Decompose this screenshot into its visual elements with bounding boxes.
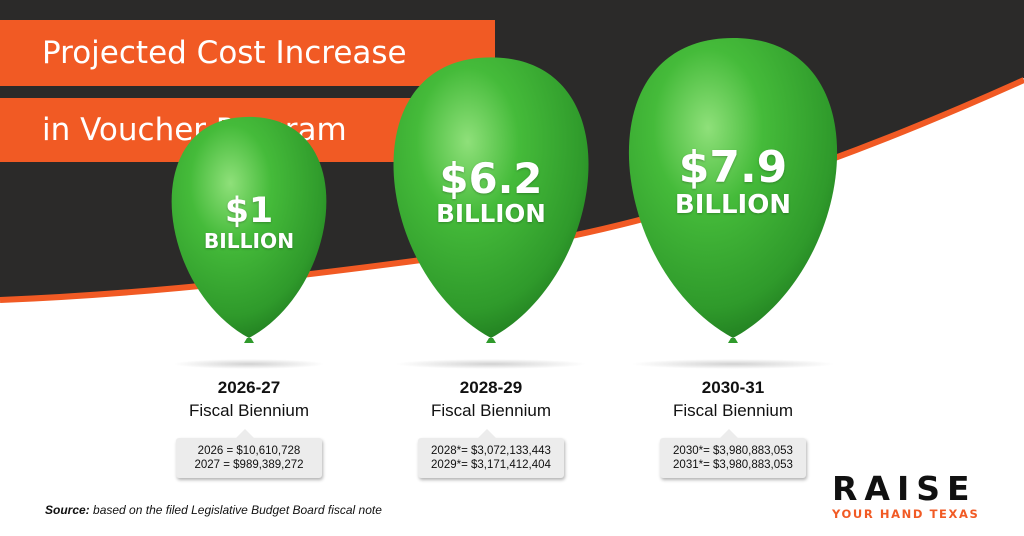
- value-label: $6.2 BILLION: [391, 158, 591, 226]
- raise-your-hand-texas-logo: RAISE YOUR HAND TEXAS: [832, 472, 979, 521]
- logo-tagline: YOUR HAND TEXAS: [832, 507, 980, 521]
- biennium-sublabel: Fiscal Biennium: [673, 401, 793, 420]
- year-cost: 2026 = $10,610,728: [197, 445, 301, 457]
- period-label: 2028-29 Fiscal Biennium: [391, 378, 591, 421]
- amount: $1: [224, 191, 274, 232]
- amount: $6.2: [439, 154, 543, 204]
- balloon-2030-31: [628, 38, 838, 338]
- annual-cost-callout: 2030*= $3,980,883,053 2031*= $3,980,883,0…: [660, 429, 806, 478]
- balloon-shadow: [173, 359, 325, 369]
- unit: BILLION: [674, 190, 792, 221]
- balloon-knot: [486, 338, 496, 343]
- value-label: $1 BILLION: [149, 194, 349, 251]
- period-label: 2030-31 Fiscal Biennium: [633, 378, 833, 421]
- biennium-years: 2026-27: [217, 378, 281, 397]
- annual-cost-callout: 2028*= $3,072,133,443 2029*= $3,171,412,4…: [418, 429, 564, 478]
- biennium-sublabel: Fiscal Biennium: [189, 401, 309, 420]
- biennium-years: 2028-29: [459, 378, 523, 397]
- period-label: 2026-27 Fiscal Biennium: [149, 378, 349, 421]
- logo-main: RAISE: [832, 469, 977, 508]
- balloon-shadow: [631, 359, 835, 369]
- year-cost: 2031*= $3,980,883,053: [673, 459, 793, 471]
- biennium-years: 2030-31: [701, 378, 765, 397]
- balloon-shadow: [395, 359, 587, 369]
- unit: BILLION: [203, 229, 295, 254]
- balloon-2028-29: [393, 57, 589, 338]
- year-cost: 2027 = $989,389,272: [194, 459, 304, 471]
- source-text: based on the filed Legislative Budget Bo…: [89, 503, 382, 517]
- annual-cost-callout: 2026 = $10,610,728 2027 = $989,389,272: [176, 429, 322, 478]
- biennium-sublabel: Fiscal Biennium: [431, 401, 551, 420]
- year-cost: 2029*= $3,171,412,404: [431, 459, 551, 471]
- year-cost: 2030*= $3,980,883,053: [673, 445, 793, 457]
- balloon-2026-27: [171, 116, 327, 338]
- balloon-knot: [244, 338, 254, 343]
- value-label: $7.9 BILLION: [633, 142, 833, 221]
- balloon-knot: [728, 338, 738, 343]
- amount: $7.9: [678, 142, 788, 194]
- source-note: Source: based on the filed Legislative B…: [45, 503, 382, 517]
- source-label: Source:: [45, 503, 90, 517]
- unit: BILLION: [436, 198, 546, 228]
- title-line-1: Projected Cost Increase: [0, 20, 495, 86]
- year-cost: 2028*= $3,072,133,443: [431, 445, 551, 457]
